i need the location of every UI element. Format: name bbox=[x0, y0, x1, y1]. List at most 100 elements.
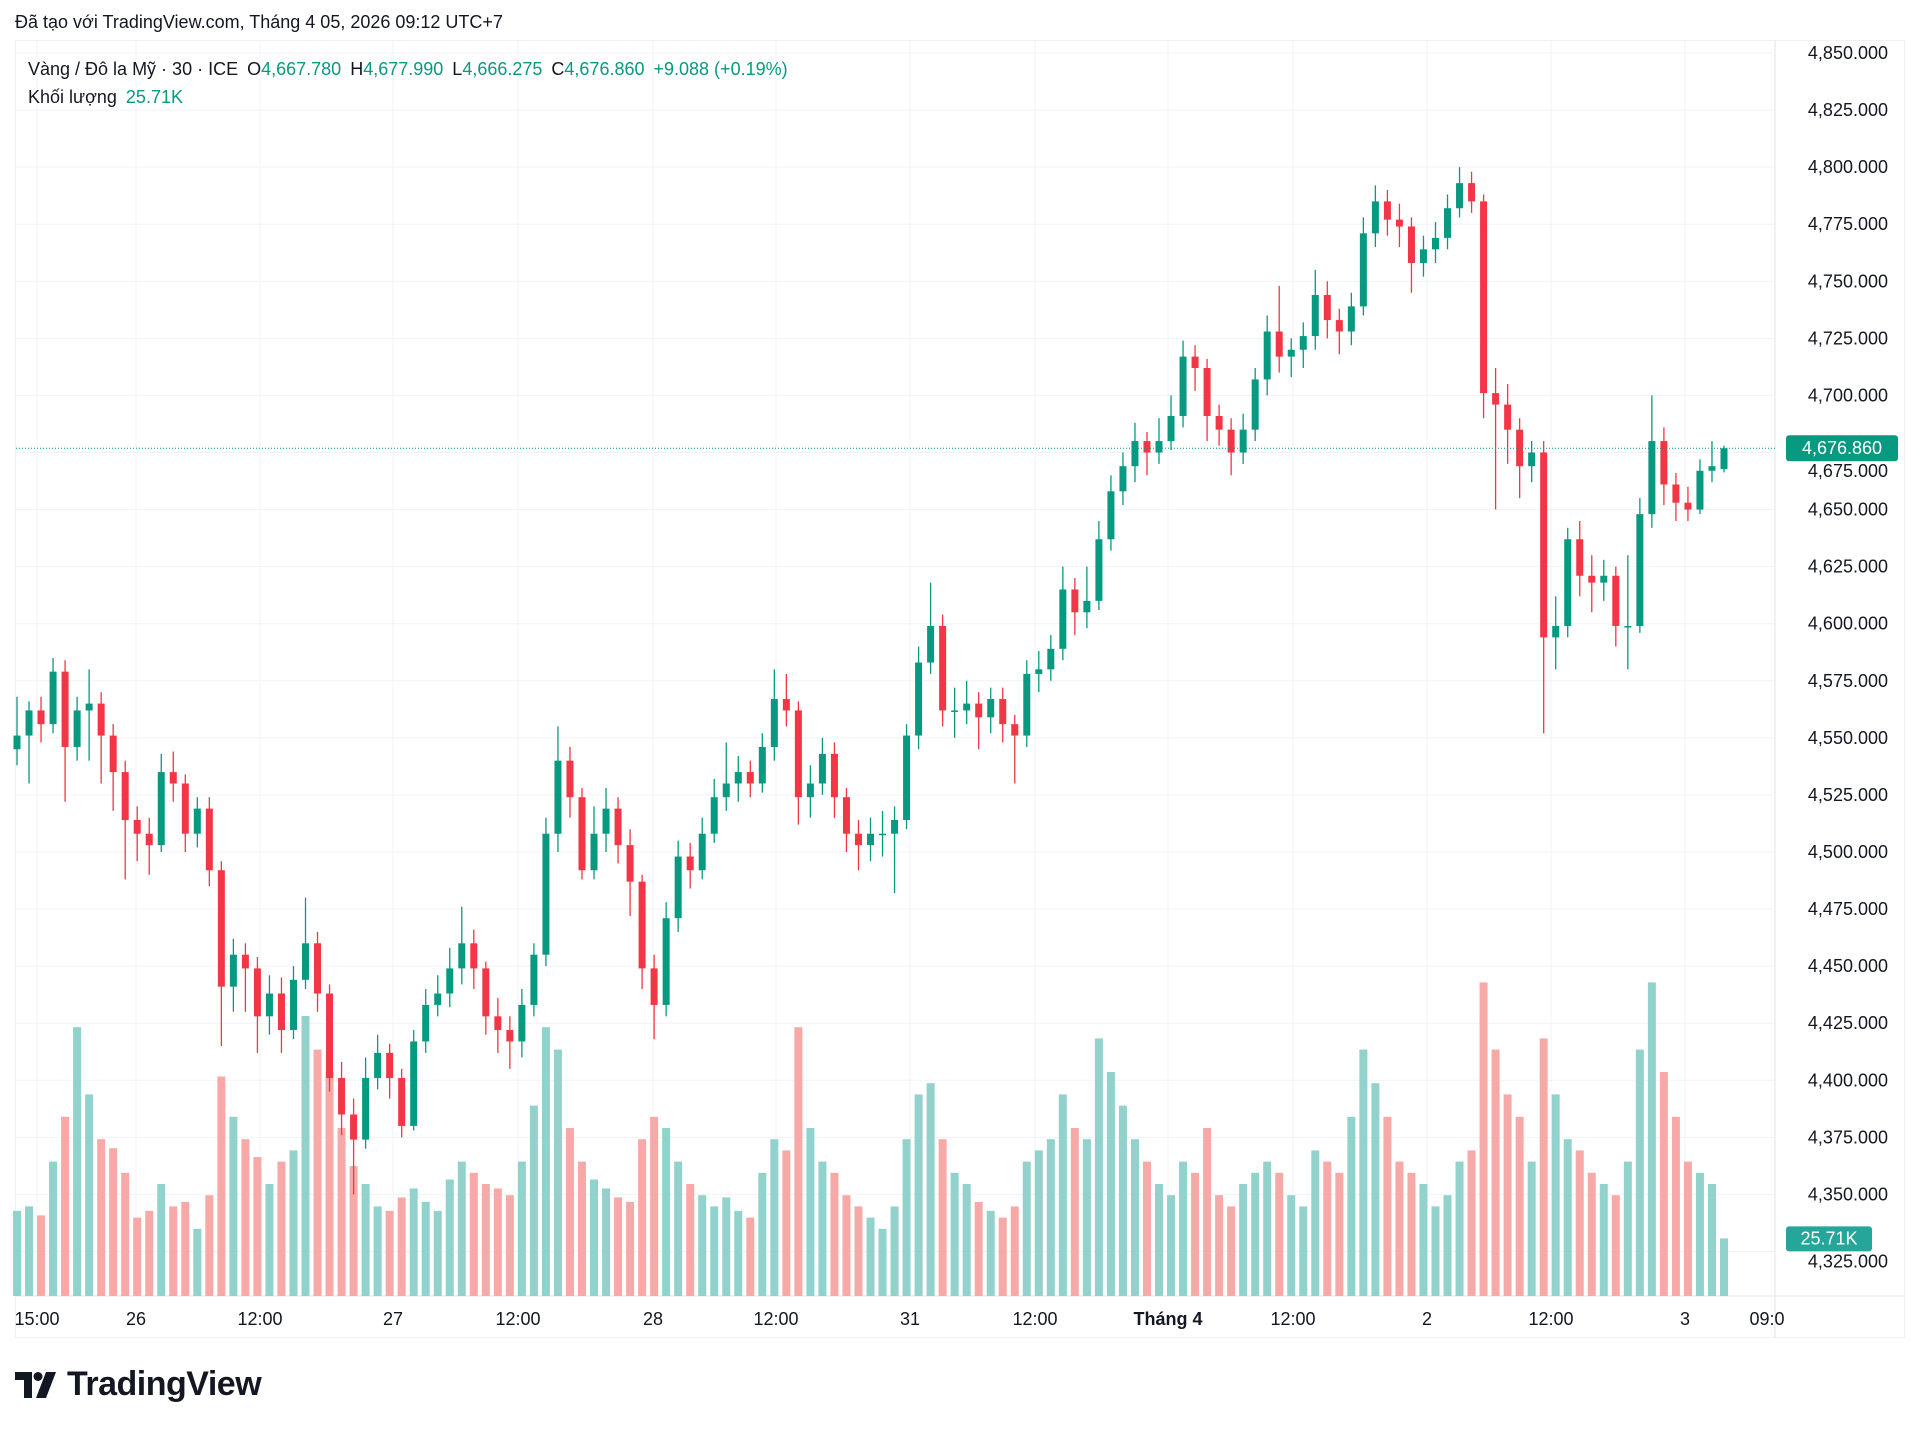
candle-body bbox=[999, 699, 1007, 725]
candle-body bbox=[1660, 441, 1668, 485]
y-tick-label: 4,650.000 bbox=[1808, 500, 1888, 520]
volume-bar bbox=[1563, 1139, 1572, 1296]
candle-body bbox=[1047, 648, 1055, 670]
candle-body bbox=[1696, 470, 1704, 510]
candle-body bbox=[698, 833, 706, 871]
candle-body bbox=[121, 772, 129, 821]
tradingview-logo-icon bbox=[15, 1371, 56, 1398]
volume-bar bbox=[97, 1139, 106, 1296]
volume-bar bbox=[1203, 1128, 1212, 1296]
candle-body bbox=[722, 783, 730, 798]
volume-bar bbox=[373, 1206, 382, 1296]
candle-body bbox=[434, 993, 442, 1005]
volume-bar bbox=[1527, 1161, 1536, 1296]
volume-bar bbox=[710, 1206, 719, 1296]
candle-body bbox=[253, 968, 261, 1017]
candle-body bbox=[987, 699, 995, 718]
volume-bar bbox=[1070, 1128, 1079, 1296]
candle-body bbox=[1215, 415, 1223, 430]
volume-bar bbox=[289, 1150, 298, 1296]
volume-bar bbox=[1720, 1238, 1728, 1296]
y-tick-label: 4,825.000 bbox=[1808, 100, 1888, 120]
volume-bar bbox=[109, 1148, 118, 1296]
volume-bar bbox=[301, 1016, 310, 1296]
low-label: L bbox=[452, 59, 463, 79]
volume-bar bbox=[361, 1184, 370, 1296]
volume-bar bbox=[1491, 1049, 1500, 1296]
candle-body bbox=[1371, 201, 1379, 234]
candle-body bbox=[891, 820, 899, 834]
volume-bar bbox=[1707, 1184, 1716, 1296]
x-tick-label: 09:0 bbox=[1749, 1309, 1784, 1329]
candle-body bbox=[1287, 349, 1295, 357]
open-value: 4,667.780 bbox=[261, 59, 342, 79]
candle-body bbox=[302, 943, 310, 980]
created-with-caption: Đã tạo với TradingView.com, Tháng 4 05, … bbox=[15, 12, 503, 32]
volume-bar bbox=[986, 1210, 995, 1296]
candle-body bbox=[13, 735, 21, 750]
candle-body bbox=[1227, 429, 1235, 453]
volume-bar bbox=[1503, 1094, 1512, 1296]
volume-bar bbox=[1371, 1083, 1380, 1296]
volume-row: Khối lượng 25.71K bbox=[28, 83, 792, 111]
candle-body bbox=[458, 943, 466, 969]
candle-body bbox=[1407, 226, 1415, 264]
candle-body bbox=[133, 820, 141, 834]
volume-bar bbox=[1695, 1172, 1704, 1296]
candle-body bbox=[1552, 625, 1560, 638]
volume-bar bbox=[409, 1188, 418, 1296]
volume-bar bbox=[349, 1166, 358, 1296]
candle-body bbox=[157, 772, 165, 846]
volume-bar bbox=[133, 1217, 142, 1296]
y-tick-label: 4,625.000 bbox=[1808, 557, 1888, 577]
x-tick-label: 12:00 bbox=[1270, 1309, 1315, 1329]
candle-body bbox=[903, 735, 911, 821]
volume-bar bbox=[205, 1195, 214, 1296]
volume-bar bbox=[325, 1072, 334, 1296]
volume-bar bbox=[962, 1184, 971, 1296]
volume-label[interactable]: Khối lượng bbox=[28, 87, 117, 107]
candle-body bbox=[1071, 589, 1079, 613]
volume-bar bbox=[517, 1161, 526, 1296]
candle-body bbox=[614, 808, 622, 846]
volume-bar bbox=[421, 1201, 430, 1296]
candle-body bbox=[61, 671, 69, 747]
volume-bar bbox=[1383, 1116, 1392, 1296]
y-tick-label: 4,775.000 bbox=[1808, 214, 1888, 234]
candle-body bbox=[915, 662, 923, 736]
tradingview-logo[interactable]: TradingView bbox=[15, 1365, 262, 1404]
candle-body bbox=[37, 710, 45, 725]
volume-bar bbox=[337, 1128, 346, 1296]
candle-body bbox=[650, 968, 658, 1005]
volume-bar bbox=[1635, 1049, 1644, 1296]
x-tick-label: 2 bbox=[1422, 1309, 1432, 1329]
volume-value: 25.71K bbox=[125, 87, 183, 107]
candle-body bbox=[530, 954, 538, 1005]
candle-body bbox=[939, 625, 947, 711]
candle-body bbox=[1143, 441, 1151, 453]
candle-body bbox=[494, 1016, 502, 1031]
volume-bar bbox=[1142, 1161, 1151, 1296]
candle-body bbox=[85, 703, 93, 711]
candle-body bbox=[446, 968, 454, 994]
candle-body bbox=[662, 918, 670, 1005]
last-volume-badge bbox=[1786, 1226, 1872, 1252]
candle-body bbox=[241, 954, 249, 969]
volume-bar bbox=[1611, 1195, 1620, 1296]
candle-body bbox=[818, 753, 826, 784]
volume-bar bbox=[1058, 1094, 1067, 1296]
candle-body bbox=[1059, 589, 1067, 649]
candle-body bbox=[1612, 575, 1620, 626]
volume-bar bbox=[602, 1188, 611, 1296]
volume-bar bbox=[1179, 1161, 1188, 1296]
candle-body bbox=[25, 710, 33, 736]
candle-body bbox=[265, 993, 273, 1017]
candle-body bbox=[626, 845, 634, 882]
chart-pane[interactable] bbox=[15, 40, 1905, 1338]
volume-bar bbox=[529, 1105, 538, 1296]
volume-bar bbox=[25, 1206, 34, 1296]
symbol-label[interactable]: Vàng / Đô la Mỹ · 30 · ICE bbox=[28, 59, 239, 79]
volume-bar bbox=[1455, 1161, 1464, 1296]
volume-bar bbox=[481, 1184, 490, 1296]
